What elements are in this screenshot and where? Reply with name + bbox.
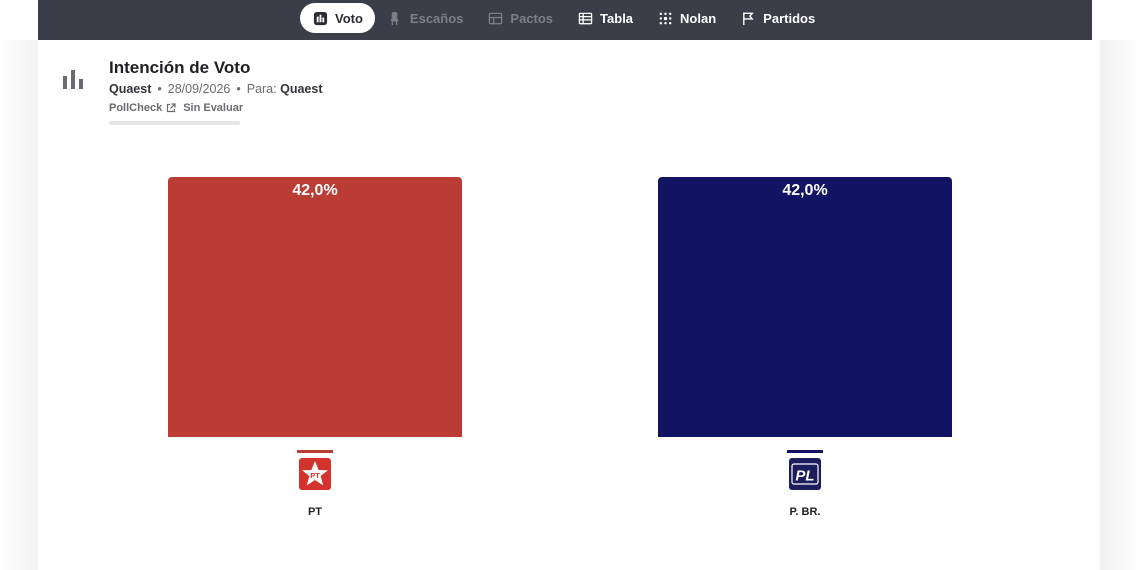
tab-escanos[interactable]: Escaños [375,3,475,33]
bar-value-label: 42,0% [292,182,338,199]
bar-value-label: 42,0% [782,182,828,199]
tab-partidos[interactable]: Partidos [728,3,827,33]
party-color-line [787,450,823,453]
tab-voto[interactable]: Voto [300,3,375,33]
poll-meta: Quaest • 28/09/2026 • Para: Quaest [109,82,323,96]
flag-icon [740,10,756,26]
rating-bar [109,121,240,125]
party-logo-1: PL [789,458,821,490]
tab-tabla[interactable]: Tabla [565,3,645,33]
tab-pactos-label: Pactos [510,10,554,26]
pollcheck-row: PollCheck Sin Evaluar [109,102,243,114]
bar-0[interactable] [168,177,462,437]
pollster-name[interactable]: Quaest [109,82,152,96]
tab-nolan-label: Nolan [680,10,717,26]
pollcheck-link[interactable]: PollCheck [109,102,163,114]
tab-nolan[interactable]: Nolan [645,3,728,33]
tab-tabla-label: Tabla [600,10,634,26]
tab-voto-label: Voto [335,10,363,26]
for-value: Quaest [280,82,323,96]
bar-chart-icon [312,10,328,26]
bar-chart-icon [63,70,83,89]
tab-escanos-label: Escaños [409,10,464,26]
svg-text:PL: PL [795,468,814,485]
rating-label: Sin Evaluar [183,102,244,114]
tab-partidos-label: Partidos [763,10,816,26]
seat-icon [387,10,403,26]
tab-pactos[interactable]: Pactos [475,3,565,33]
svg-text:PT: PT [310,471,320,480]
party-color-line [297,450,333,453]
external-link-icon [167,103,176,113]
top-nav-bar [38,0,1092,40]
party-logo-0: PT [299,458,331,490]
pact-icon [487,10,503,26]
table-icon [577,10,593,26]
party-name-label: PT [307,506,323,518]
bar-1[interactable] [658,177,952,437]
party-name-label: P. BR. [789,506,821,518]
chart-title: Intención de Voto [109,58,251,77]
view-tabs: Voto Escaños Pactos Tabla Nolan Partidos [300,3,827,33]
for-label: Para: [246,82,277,96]
grid-dots-icon [657,10,673,26]
right-shadow [1100,40,1140,570]
poll-date: 28/09/2026 [167,82,231,96]
left-shadow [0,40,40,570]
